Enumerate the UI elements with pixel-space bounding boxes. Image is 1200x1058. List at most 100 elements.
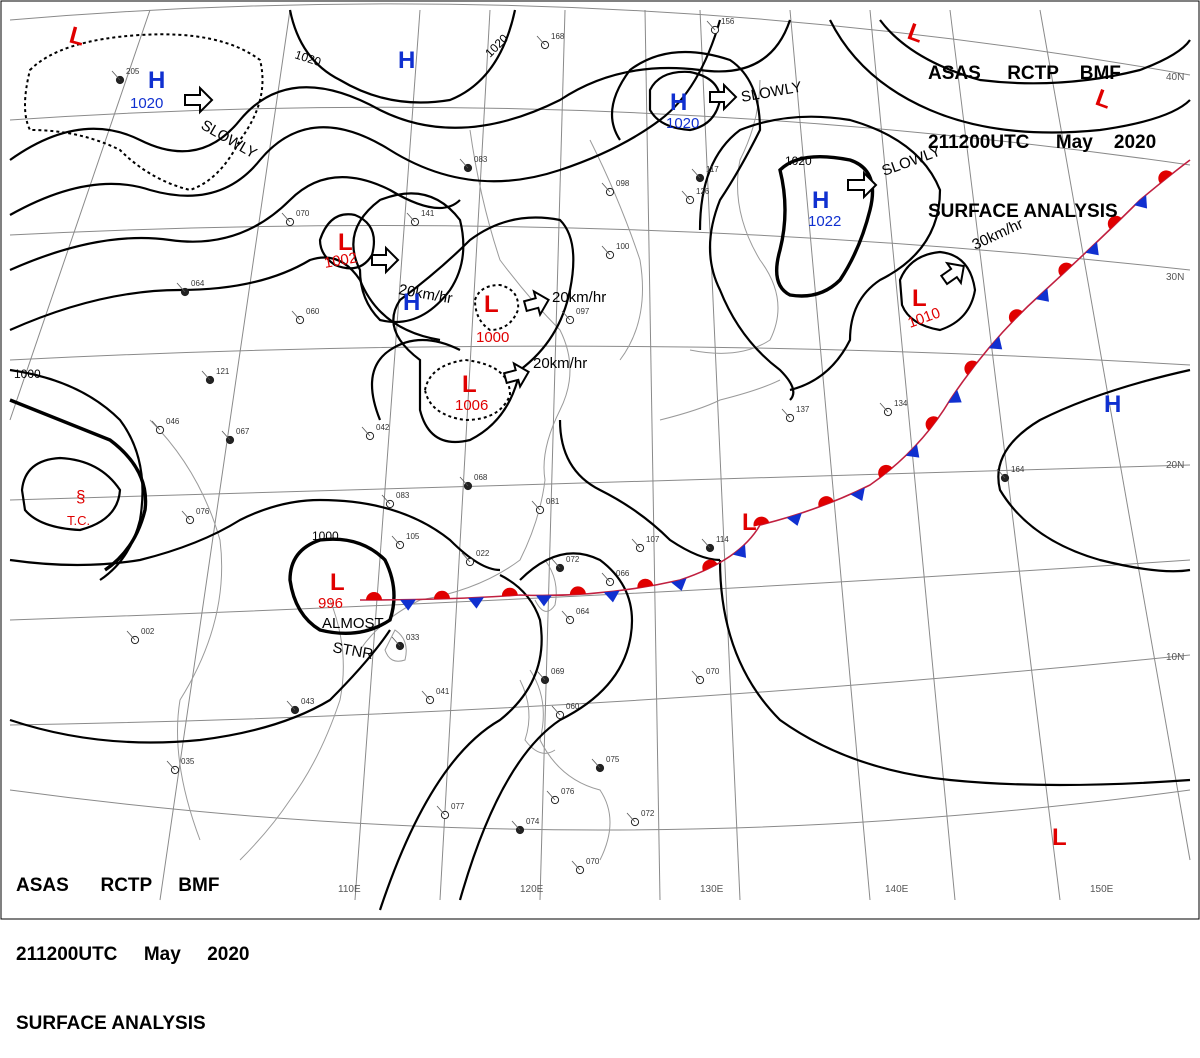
station-pressure: 076 xyxy=(196,507,210,516)
cold-front-symbol xyxy=(988,336,1003,350)
header-top-agency: ASAS xyxy=(928,63,981,84)
lat-line-40n xyxy=(9,3,1191,76)
wind-barb xyxy=(421,690,431,701)
station-pressure: 076 xyxy=(561,787,575,796)
station-pressure: 074 xyxy=(526,817,540,826)
wind-barb xyxy=(436,805,446,816)
header-top-line2: 211200UTC May 2020 xyxy=(928,131,1156,154)
header-bottom: ASAS RCTP BMF 211200UTC May 2020 SURFACE… xyxy=(16,828,249,1058)
lon-line-105e xyxy=(159,9,291,901)
cold-front-symbol xyxy=(1085,241,1099,256)
isobar-south-3 xyxy=(458,552,634,901)
warm-front-symbol xyxy=(753,516,770,527)
cold-front-symbol xyxy=(850,487,865,501)
station-pressure: 002 xyxy=(141,627,155,636)
warm-front-symbol xyxy=(925,416,939,431)
station-pressure: 072 xyxy=(566,555,580,564)
header-bottom-year: 2020 xyxy=(207,944,250,965)
coast-indochina xyxy=(149,419,223,841)
header-bottom-line2: 211200UTC May 2020 xyxy=(16,943,249,966)
station-pressure: 083 xyxy=(396,491,410,500)
lat-line-10n xyxy=(9,654,1191,726)
cold-front-symbol xyxy=(535,595,552,607)
wind-barb xyxy=(691,168,701,179)
lat-labels: 40N 30N 20N 10N xyxy=(1166,72,1184,663)
lon-label-130e: 130E xyxy=(700,884,724,895)
high-center-japan: H xyxy=(812,187,829,214)
wind-barb xyxy=(536,670,546,681)
motion-arrows xyxy=(184,82,965,390)
wind-barb xyxy=(626,812,636,823)
header-bottom-month: May xyxy=(143,944,181,965)
high-value-korea: 1020 xyxy=(666,115,699,132)
isobar-loop-china-trough xyxy=(392,216,575,444)
map-frame xyxy=(0,0,1200,920)
low-center-china2: L xyxy=(484,291,499,318)
cold-front-symbol xyxy=(786,512,802,526)
station-pressure: 035 xyxy=(181,757,195,766)
station-pressure: 042 xyxy=(376,423,390,432)
lon-label-120e: 120E xyxy=(520,884,544,895)
isobar-east-long xyxy=(997,368,1191,573)
cold-front-symbol xyxy=(1133,194,1148,209)
almost-label-line2: STNR xyxy=(331,639,374,663)
cold-front-symbol xyxy=(400,599,416,611)
lon-line-110e xyxy=(354,9,421,901)
coast-philippines xyxy=(529,669,611,861)
isobar-japan-outer xyxy=(698,115,942,392)
low-center-ne1: L xyxy=(904,18,927,48)
station-pressure: 107 xyxy=(646,535,660,544)
isobar-label-1000-a: 1000 xyxy=(14,367,41,381)
isobar-1000-scs xyxy=(288,537,396,636)
coast-korea xyxy=(589,139,643,361)
lon-label-140e: 140E xyxy=(885,884,909,895)
station-pressure: 083 xyxy=(474,155,488,164)
header-top-month: May xyxy=(1055,132,1093,153)
wind-barb xyxy=(151,420,161,431)
cold-front-symbol xyxy=(1035,288,1049,302)
lon-labels: 110E 120E 130E 140E 150E xyxy=(338,884,1114,895)
lon-line-120e xyxy=(539,9,566,901)
isobar-label-1020-a: 1020 xyxy=(293,48,323,70)
warm-front-symbol xyxy=(1107,215,1122,230)
coast-luzon-island xyxy=(519,679,556,754)
wind-barb xyxy=(571,860,581,871)
high-value-west: 1020 xyxy=(130,95,163,112)
cold-front-symbol xyxy=(905,444,920,458)
header-bottom-center: RCTP xyxy=(100,875,152,896)
station-pressure: 105 xyxy=(406,532,420,541)
wind-barb xyxy=(996,468,1006,479)
wind-barb xyxy=(126,630,136,641)
station-pressure: 117 xyxy=(706,165,719,174)
wind-barb xyxy=(781,408,791,419)
low-center-china3: L xyxy=(462,371,477,398)
low-center-china1: L xyxy=(338,229,353,256)
coastlines xyxy=(149,79,781,861)
isobar-label-1000-b: 1000 xyxy=(312,529,339,543)
warm-front-symbol xyxy=(637,578,654,589)
station-pressure: 070 xyxy=(706,667,720,676)
wind-barb xyxy=(291,310,301,321)
lat-label-10n: 10N xyxy=(1166,652,1184,663)
wind-barb xyxy=(459,476,469,487)
lat-line-35n xyxy=(9,106,1191,166)
low-value-china1: 1002 xyxy=(323,249,359,272)
isobar-japan-1020 xyxy=(775,154,875,298)
wind-barb xyxy=(461,552,471,563)
wind-barb xyxy=(681,190,691,201)
wind-barb xyxy=(459,158,469,169)
arrow-l-pacific xyxy=(939,261,965,286)
wind-barb xyxy=(631,538,641,549)
wind-barb xyxy=(531,500,541,511)
station-pressure: 064 xyxy=(576,607,590,616)
station-pressure: 205 xyxy=(126,67,140,76)
header-top: ASAS RCTP BMF 211200UTC May 2020 SURFACE… xyxy=(928,16,1156,246)
lon-line-135e xyxy=(789,9,871,901)
station-pressure: 064 xyxy=(191,279,205,288)
coast-hainan xyxy=(384,629,407,662)
station-pressure: 164 xyxy=(1011,465,1025,474)
wind-barb xyxy=(361,426,371,437)
isobar-mid xyxy=(558,419,721,562)
isobar-long-1 xyxy=(370,339,461,421)
tc-symbol: § xyxy=(76,487,85,506)
